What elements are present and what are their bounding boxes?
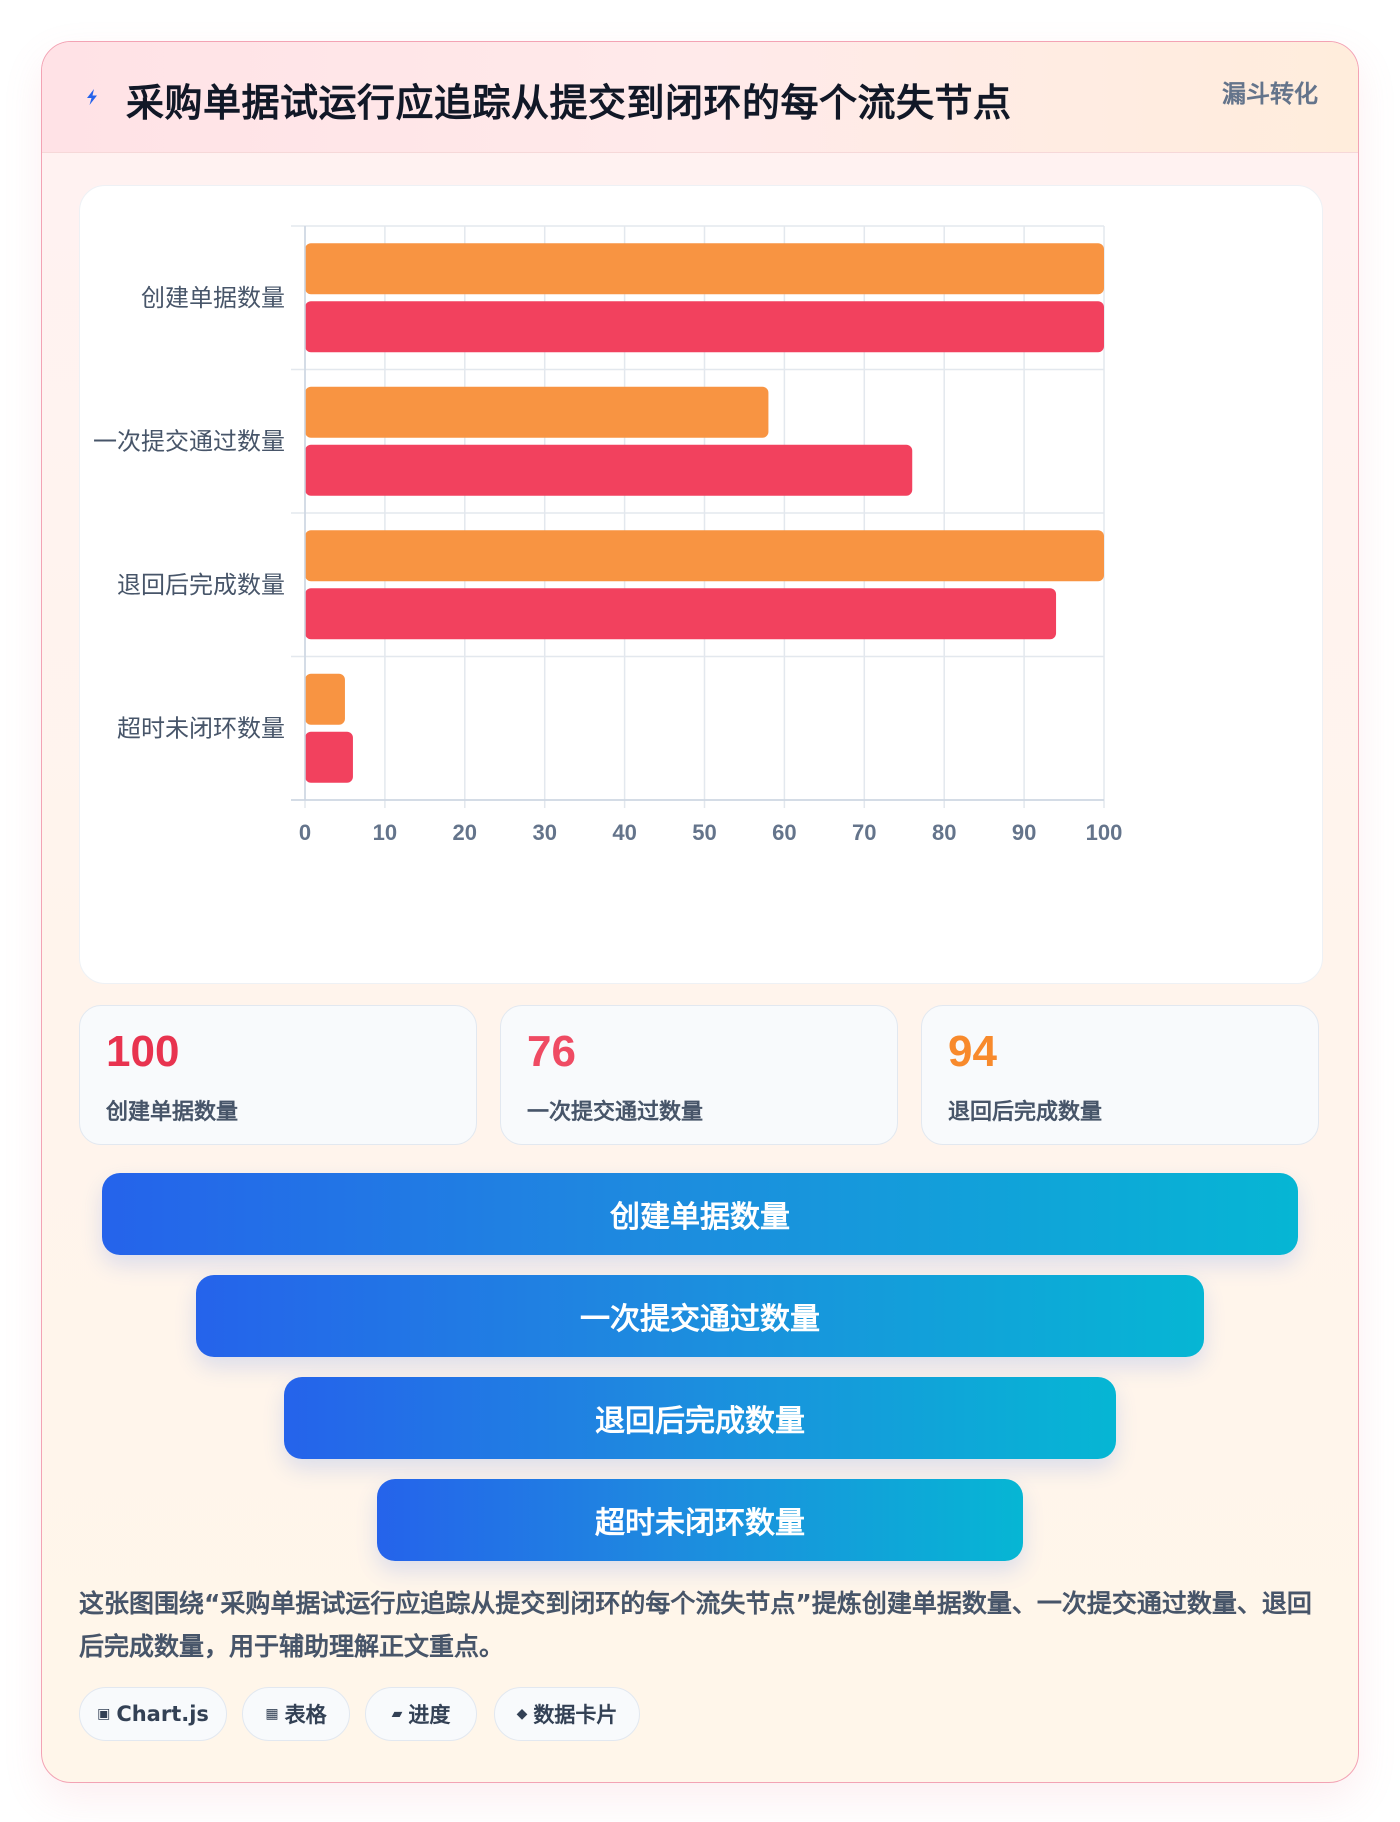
- x-tick-label: 100: [1086, 820, 1123, 845]
- kpi-label: 一次提交通过数量: [527, 1100, 704, 1125]
- category-tag: 漏斗转化: [1222, 80, 1318, 108]
- table-icon: ▦: [265, 1706, 279, 1722]
- x-tick-label: 90: [1012, 820, 1036, 845]
- progress-icon: ▰: [391, 1706, 403, 1722]
- diamond-icon: ◆: [516, 1706, 528, 1722]
- kpi-card-returned: 94 退回后完成数量: [921, 1005, 1319, 1145]
- funnel-card: 采购单据试运行应追踪从提交到闭环的每个流失节点 漏斗转化 0 10 20 30 40 50…: [41, 41, 1359, 1783]
- lightning-icon: [87, 89, 97, 105]
- page-title: 采购单据试运行应追踪从提交到闭环的每个流失节点: [126, 81, 1012, 125]
- chip-label: Chart.js: [116, 1702, 209, 1726]
- bar-series-2: [305, 444, 913, 496]
- kpi-value: 100: [106, 1027, 180, 1076]
- x-tick-label: 30: [532, 820, 556, 845]
- kpi-label: 创建单据数量: [106, 1100, 239, 1125]
- kpi-value: 94: [948, 1027, 997, 1076]
- y-category-label: 退回后完成数量: [117, 571, 285, 599]
- kpi-card-first-pass: 76 一次提交通过数量: [500, 1005, 898, 1145]
- x-tick-label: 70: [852, 820, 876, 845]
- x-tick-label: 50: [692, 820, 716, 845]
- bar-series-2: [305, 731, 353, 783]
- bar-series-2: [305, 588, 1057, 640]
- bar-series-1: [305, 386, 769, 438]
- x-tick-label: 20: [453, 820, 477, 845]
- bar-chart: 0 10 20 30 40 50 60 70 80 90 100 创建单据数量一次提交通过数量退回后完…: [93, 225, 1123, 845]
- chip-progress[interactable]: ▰ 进度: [365, 1687, 477, 1741]
- x-tick-label: 10: [373, 820, 397, 845]
- bar-series-2: [305, 301, 1104, 353]
- bar-series-1: [305, 530, 1104, 582]
- funnel-stage-2: 一次提交通过数量: [196, 1275, 1204, 1357]
- kpi-value: 76: [527, 1027, 576, 1076]
- y-category-label: 创建单据数量: [141, 284, 285, 312]
- chip-table[interactable]: ▦ 表格: [242, 1687, 350, 1741]
- chip-label: 数据卡片: [533, 1703, 618, 1727]
- chip-data-card[interactable]: ◆ 数据卡片: [494, 1687, 640, 1741]
- chart-icon: ▣: [97, 1706, 111, 1722]
- card-header: 采购单据试运行应追踪从提交到闭环的每个流失节点 漏斗转化: [42, 42, 1358, 153]
- funnel-stage-3: 退回后完成数量: [284, 1377, 1116, 1459]
- x-tick-label: 40: [612, 820, 636, 845]
- chip-label: 进度: [408, 1703, 451, 1727]
- x-tick-label: 80: [932, 820, 956, 845]
- x-tick-label: 0: [299, 820, 311, 845]
- kpi-label: 退回后完成数量: [948, 1100, 1103, 1125]
- funnel-stage-4: 超时未闭环数量: [377, 1479, 1023, 1561]
- chip-chartjs[interactable]: ▣ Chart.js: [79, 1687, 227, 1741]
- y-category-label: 一次提交通过数量: [93, 427, 285, 455]
- bar-series-1: [305, 673, 345, 725]
- funnel-stage-1: 创建单据数量: [102, 1173, 1298, 1255]
- y-category-label: 超时未闭环数量: [117, 714, 285, 742]
- chip-label: 表格: [284, 1703, 327, 1727]
- chart-description: 这张图围绕“采购单据试运行应追踪从提交到闭环的每个流失节点”提炼创建单据数量、一…: [79, 1589, 1312, 1661]
- bar-chart-panel: 0 10 20 30 40 50 60 70 80 90 100 创建单据数量一次提交通过数量退回后完…: [79, 185, 1323, 984]
- kpi-card-created: 100 创建单据数量: [79, 1005, 477, 1145]
- bar-series-1: [305, 243, 1104, 295]
- x-tick-label: 60: [772, 820, 796, 845]
